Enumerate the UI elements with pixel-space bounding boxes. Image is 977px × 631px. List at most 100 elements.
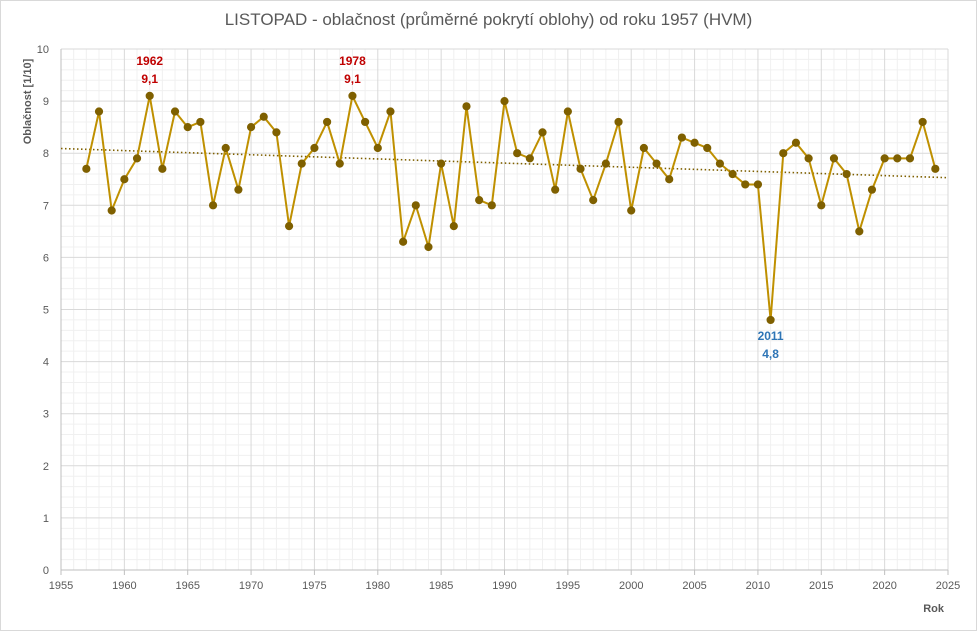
data-point xyxy=(373,143,382,153)
data-point xyxy=(931,164,940,173)
x-tick-label: 2015 xyxy=(809,580,833,592)
data-point xyxy=(208,201,218,210)
annotation-year: 1962 xyxy=(136,54,163,68)
y-tick-label: 10 xyxy=(37,44,49,56)
x-tick-label: 1985 xyxy=(429,580,453,592)
x-tick-label: 1965 xyxy=(175,580,199,592)
data-point xyxy=(601,159,610,168)
data-point xyxy=(867,185,877,194)
data-point xyxy=(246,123,256,132)
data-point xyxy=(690,138,699,147)
y-axis-title: Oblačnost [1/10] xyxy=(22,58,34,144)
data-point xyxy=(779,149,788,158)
data-point xyxy=(500,97,509,106)
data-point xyxy=(411,201,420,210)
y-tick-label: 3 xyxy=(43,409,49,421)
data-point xyxy=(766,315,775,325)
data-point xyxy=(424,242,433,252)
data-point xyxy=(880,154,889,163)
data-point xyxy=(145,91,154,100)
chart-title: LISTOPAD - oblačnost (průměrné pokrytí o… xyxy=(224,10,753,29)
y-tick-label: 9 xyxy=(43,96,49,108)
data-point xyxy=(741,180,750,189)
major-grid xyxy=(60,48,949,571)
data-point xyxy=(196,117,205,127)
data-point xyxy=(715,159,725,168)
data-point xyxy=(475,195,484,205)
data-point xyxy=(804,154,813,163)
data-point xyxy=(323,117,332,127)
data-point xyxy=(918,117,927,127)
x-tick-label: 1960 xyxy=(112,580,136,592)
data-point xyxy=(183,123,192,132)
x-tick-label: 1955 xyxy=(49,580,73,592)
data-point xyxy=(525,154,534,163)
data-point xyxy=(563,107,572,116)
data-point xyxy=(728,169,737,179)
x-tick-label: 1980 xyxy=(366,580,390,592)
data-point xyxy=(284,222,294,231)
data-point xyxy=(82,164,91,173)
data-point xyxy=(665,175,674,184)
data-point xyxy=(335,159,344,168)
data-point xyxy=(627,206,636,215)
y-tick-label: 2 xyxy=(43,461,49,473)
x-tick-label: 2010 xyxy=(746,580,770,592)
data-point xyxy=(817,201,826,210)
data-point xyxy=(487,201,496,210)
data-point xyxy=(538,128,547,137)
data-point xyxy=(462,102,471,111)
data-point xyxy=(399,237,408,246)
data-point xyxy=(842,169,851,179)
data-point xyxy=(234,185,243,194)
data-point xyxy=(297,159,306,168)
data-point xyxy=(829,154,839,163)
x-tick-label: 2000 xyxy=(619,580,643,592)
data-point xyxy=(905,154,915,163)
y-tick-label: 0 xyxy=(43,565,49,577)
data-point xyxy=(259,112,268,121)
data-point xyxy=(551,185,560,194)
data-point xyxy=(348,91,357,100)
x-tick-label: 1970 xyxy=(239,580,263,592)
data-point xyxy=(639,143,648,153)
data-point xyxy=(132,154,142,163)
data-point xyxy=(589,195,598,205)
data-point xyxy=(437,159,446,168)
data-point xyxy=(614,117,623,127)
data-point xyxy=(310,143,319,153)
x-axis-title: Rok xyxy=(923,603,945,615)
annotation-year: 1978 xyxy=(339,54,366,68)
x-tick-label: 2005 xyxy=(682,580,706,592)
y-tick-label: 6 xyxy=(43,252,49,264)
x-tick-label: 2025 xyxy=(936,580,960,592)
y-tick-label: 4 xyxy=(43,357,49,369)
data-point xyxy=(94,107,104,116)
annotation-year: 2011 xyxy=(758,329,784,343)
y-tick-label: 8 xyxy=(43,148,49,160)
x-tick-label: 1975 xyxy=(302,580,326,592)
data-point xyxy=(652,159,661,168)
data-point xyxy=(791,138,801,147)
data-point xyxy=(449,222,458,231)
y-tick-label: 7 xyxy=(43,200,49,212)
data-point xyxy=(576,164,585,173)
data-point xyxy=(703,143,712,153)
data-point xyxy=(386,107,395,116)
data-point xyxy=(120,175,129,184)
data-point xyxy=(855,227,864,236)
data-point xyxy=(513,149,522,158)
data-point xyxy=(272,128,281,137)
data-point xyxy=(753,180,763,189)
y-tick-label: 1 xyxy=(43,513,49,525)
data-point xyxy=(158,164,167,173)
annotation-value: 4,8 xyxy=(762,347,779,361)
y-tick-label: 5 xyxy=(43,305,49,317)
annotation-value: 9,1 xyxy=(141,72,158,86)
data-point xyxy=(170,107,180,116)
data-point xyxy=(361,117,370,127)
x-tick-label: 1990 xyxy=(492,580,516,592)
data-point xyxy=(893,154,902,163)
x-tick-label: 1995 xyxy=(556,580,580,592)
